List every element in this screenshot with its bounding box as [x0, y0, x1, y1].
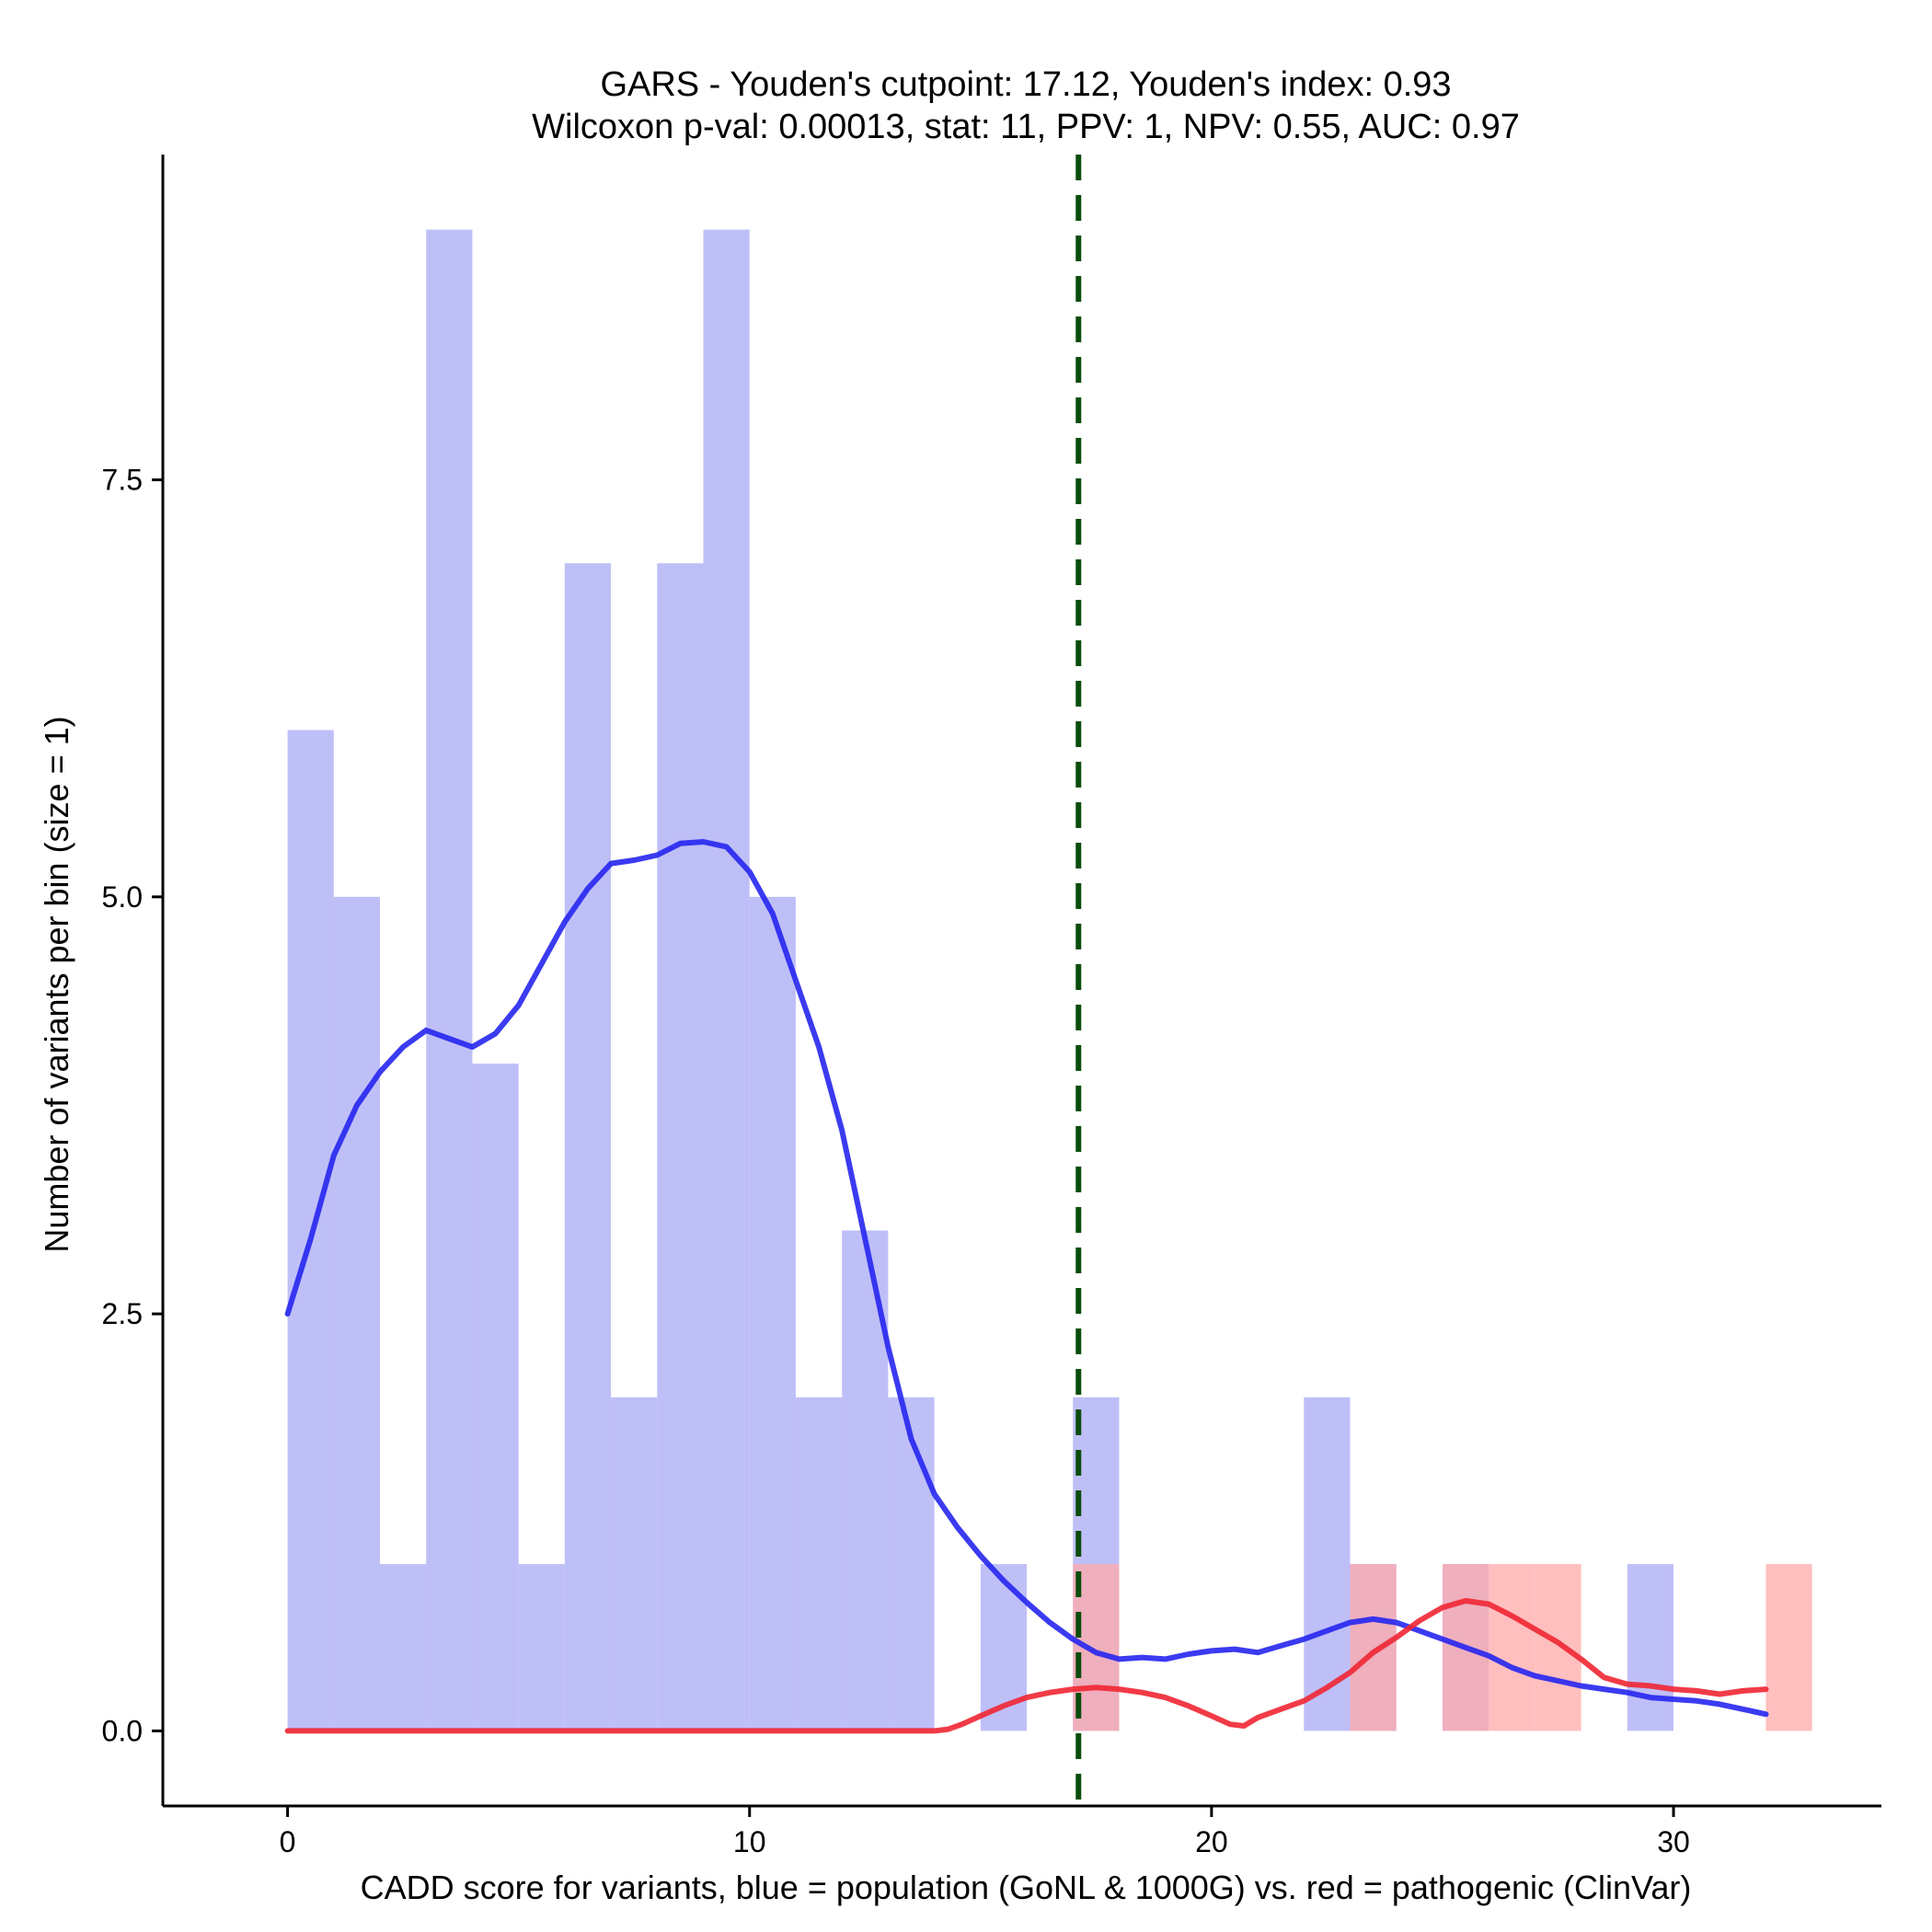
population-bar — [795, 1397, 843, 1731]
y-tick-label: 0.0 — [102, 1714, 143, 1747]
population-bar — [888, 1397, 935, 1731]
population-bars — [287, 229, 1674, 1731]
density-curves — [284, 839, 1769, 1734]
population-bar — [1627, 1564, 1674, 1731]
y-axis-label: Number of variants per bin (size = 1) — [38, 716, 75, 1252]
pathogenic-density-line — [284, 1598, 1769, 1734]
population-bar — [426, 229, 473, 1731]
x-tick-label: 30 — [1657, 1825, 1690, 1858]
y-tick-label: 2.5 — [102, 1297, 143, 1330]
population-bar — [703, 229, 750, 1731]
x-tick-label: 10 — [733, 1825, 766, 1858]
y-tick-label: 5.0 — [102, 880, 143, 914]
population-bar — [518, 1564, 565, 1731]
pathogenic-bar — [1765, 1564, 1812, 1731]
population-bar — [564, 563, 612, 1731]
pathogenic-bar — [1350, 1564, 1397, 1731]
x-tick-label: 0 — [280, 1825, 296, 1858]
pathogenic-bar — [1535, 1564, 1581, 1731]
pathogenic-bar — [1489, 1564, 1535, 1731]
population-bar — [749, 896, 796, 1731]
population-bar — [380, 1564, 427, 1731]
y-axis-ticks: 0.0 2.5 5.0 7.5 — [102, 464, 163, 1747]
population-bar — [1304, 1397, 1351, 1731]
chart-title-line2: Wilcoxon p-val: 0.00013, stat: 11, PPV: … — [532, 108, 1520, 146]
population-bar — [472, 1064, 519, 1731]
chart-title-line1: GARS - Youden's cutpoint: 17.12, Youden'… — [600, 65, 1451, 104]
y-tick-label: 7.5 — [102, 464, 143, 497]
population-bar — [333, 896, 381, 1731]
population-density-line — [284, 839, 1769, 1718]
x-axis-label: CADD score for variants, blue = populati… — [361, 1869, 1692, 1906]
x-tick-label: 20 — [1195, 1825, 1228, 1858]
population-bar — [657, 563, 704, 1731]
x-axis-ticks: 0 10 20 30 — [280, 1806, 1690, 1858]
population-bar — [611, 1397, 658, 1731]
